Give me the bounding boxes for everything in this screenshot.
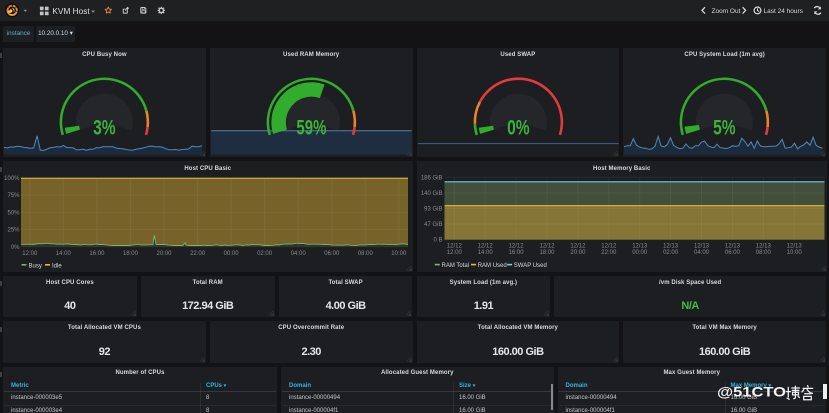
svg-text:93 GiB: 93 GiB (424, 207, 442, 213)
svg-text:12/12: 12/12 (508, 244, 524, 250)
svg-text:Busy: Busy (29, 263, 42, 269)
svg-text:04:00: 04:00 (291, 251, 307, 257)
svg-text:08:00: 08:00 (358, 251, 374, 257)
svg-text:08:00: 08:00 (755, 250, 771, 256)
svg-text:14:00: 14:00 (56, 251, 72, 257)
svg-text:5%: 5% (713, 117, 736, 140)
svg-text:10:00: 10:00 (786, 250, 802, 256)
svg-text:12/13: 12/13 (755, 244, 771, 250)
svg-text:100%: 100% (4, 176, 20, 182)
svg-text:75%: 75% (7, 193, 20, 199)
svg-text:Zoom Out: Zoom Out (712, 8, 741, 15)
svg-text:20:00: 20:00 (570, 250, 586, 256)
svg-text:12/12: 12/12 (539, 244, 555, 250)
svg-text:12:00: 12:00 (446, 250, 462, 256)
svg-text:22:00: 22:00 (190, 251, 206, 257)
svg-text:12/13: 12/13 (693, 244, 709, 250)
svg-text:0%: 0% (11, 245, 20, 251)
svg-text:00:00: 00:00 (224, 251, 240, 257)
svg-text:18:00: 18:00 (123, 251, 139, 257)
svg-text:12/13: 12/13 (786, 244, 802, 250)
svg-text:SWAP Used: SWAP Used (513, 263, 546, 269)
svg-text:12/13: 12/13 (663, 244, 679, 250)
svg-text:59%: 59% (296, 117, 326, 140)
svg-text:47 GiB: 47 GiB (424, 222, 442, 228)
svg-text:Last 24 hours: Last 24 hours (764, 8, 804, 15)
svg-text:RAM Used: RAM Used (477, 263, 506, 269)
svg-text:25%: 25% (7, 228, 20, 234)
svg-text:KVM Host: KVM Host (52, 6, 90, 16)
svg-text:14:00: 14:00 (477, 250, 493, 256)
svg-text:RAM Total: RAM Total (441, 263, 469, 269)
svg-text:50%: 50% (7, 210, 20, 216)
svg-text:16:00: 16:00 (89, 251, 105, 257)
svg-text:20:00: 20:00 (156, 251, 172, 257)
svg-text:140 GiB: 140 GiB (420, 191, 442, 197)
svg-text:10:00: 10:00 (391, 251, 407, 257)
svg-text:06:00: 06:00 (324, 251, 340, 257)
svg-text:04:00: 04:00 (693, 250, 709, 256)
svg-text:Idle: Idle (52, 263, 62, 269)
svg-text:18:00: 18:00 (539, 250, 555, 256)
svg-text:12/12: 12/12 (570, 244, 586, 250)
svg-text:@51CTO: @51CTO (717, 384, 786, 400)
svg-text:0 B: 0 B (433, 238, 442, 244)
svg-text:186 GiB: 186 GiB (420, 176, 442, 182)
svg-text:0%: 0% (507, 117, 530, 140)
svg-text:02:00: 02:00 (257, 251, 273, 257)
svg-text:3%: 3% (93, 117, 116, 140)
svg-text:12:00: 12:00 (22, 251, 38, 257)
svg-text:00:00: 00:00 (632, 250, 648, 256)
svg-text:22:00: 22:00 (601, 250, 617, 256)
svg-text:12/12: 12/12 (601, 244, 617, 250)
svg-text:12/13: 12/13 (724, 244, 740, 250)
svg-text:06:00: 06:00 (724, 250, 740, 256)
svg-text:02:00: 02:00 (663, 250, 679, 256)
svg-text:16:00: 16:00 (508, 250, 524, 256)
svg-text:12/13: 12/13 (632, 244, 648, 250)
svg-text:12/12: 12/12 (446, 244, 462, 250)
svg-text:12/12: 12/12 (477, 244, 493, 250)
